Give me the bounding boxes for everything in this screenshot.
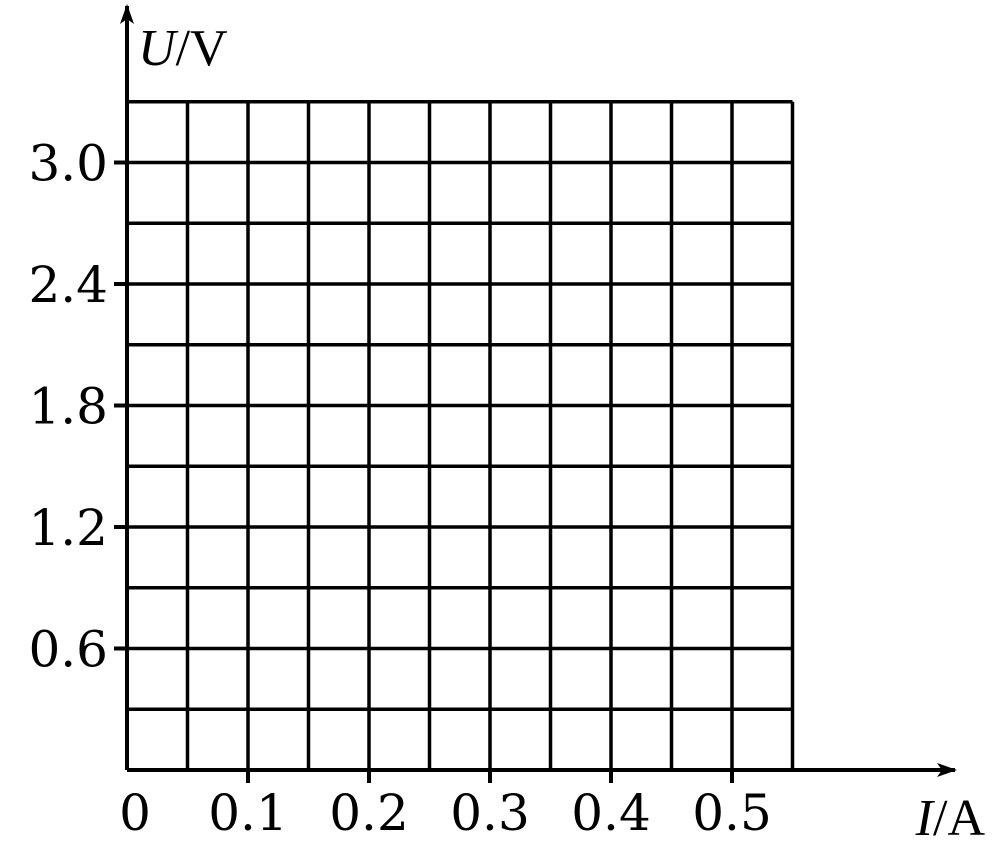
origin-label: 0 [119,784,151,842]
x-axis-label: I/A [915,790,986,847]
y-axis-label: U/V [138,20,228,77]
ticks [114,160,734,783]
x-tick-label: 0.2 [329,784,409,842]
y-tick-label: 0.6 [28,621,108,679]
labels: 0.1 0.2 0.3 0.4 0.5 0.6 1.2 1.8 2.4 3.0 0 U/V I/A [28,20,985,847]
y-tick-label: 1.2 [28,499,108,557]
x-tick-label: 0.1 [208,784,288,842]
y-tick-label: 1.8 [28,378,108,436]
axes [120,4,957,777]
y-tick-label: 3.0 [28,135,108,193]
x-tick-label: 0.5 [692,784,772,842]
x-tick-label: 0.3 [450,784,530,842]
y-tick-label: 2.4 [28,256,108,314]
grid [127,100,795,770]
x-tick-label: 0.4 [571,784,651,842]
